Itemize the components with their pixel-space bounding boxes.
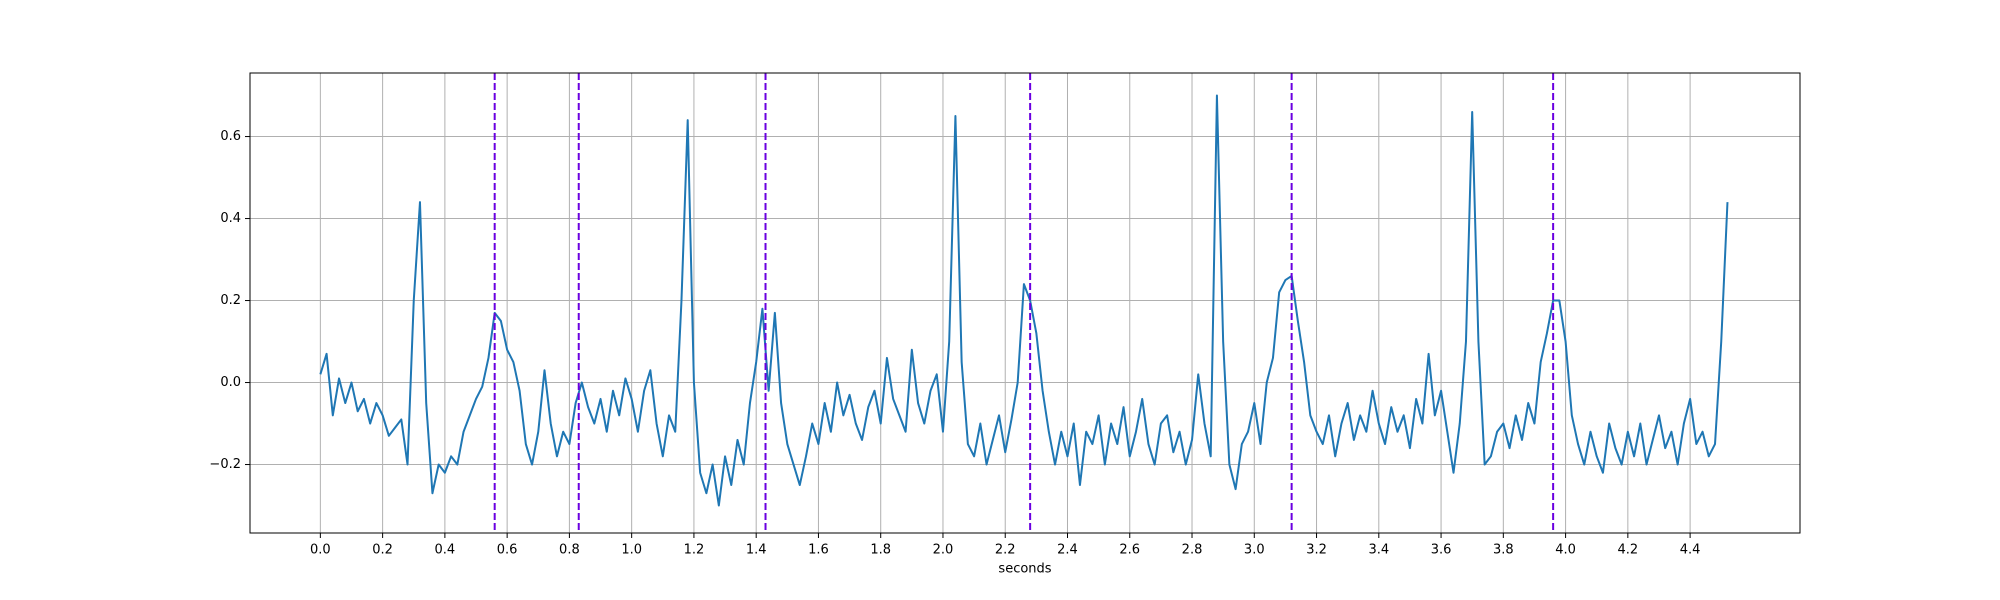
x-tick-label: 2.6: [1119, 543, 1140, 558]
x-tick-label: 3.2: [1306, 543, 1327, 558]
y-tick-label: 0.6: [220, 129, 241, 144]
x-tick-label: 0.2: [372, 543, 393, 558]
x-tick-label: 2.8: [1182, 543, 1203, 558]
x-tick-label: 4.0: [1555, 543, 1576, 558]
y-tick-label: 0.2: [220, 293, 241, 308]
y-tick-label: 0.0: [220, 375, 241, 390]
x-tick-label: 1.2: [684, 543, 705, 558]
x-tick-label: 1.8: [870, 543, 891, 558]
x-tick-label: 3.6: [1431, 543, 1452, 558]
x-tick-label: 1.6: [808, 543, 829, 558]
x-tick-label: 2.2: [995, 543, 1016, 558]
y-tick-label: −0.2: [209, 457, 241, 472]
x-tick-label: 0.4: [435, 543, 456, 558]
y-tick-label: 0.4: [220, 211, 241, 226]
x-tick-label: 3.8: [1493, 543, 1514, 558]
x-tick-label: 2.0: [933, 543, 954, 558]
x-tick-label: 3.4: [1368, 543, 1389, 558]
x-tick-label: 4.2: [1618, 543, 1639, 558]
x-tick-label: 2.4: [1057, 543, 1078, 558]
x-axis-label: seconds: [998, 562, 1051, 577]
x-tick-label: 4.4: [1680, 543, 1701, 558]
signal-line: [319, 94, 1729, 507]
plot-frame: [249, 72, 1801, 534]
x-tick-label: 1.0: [621, 543, 642, 558]
x-tick-label: 0.8: [559, 543, 580, 558]
x-tick-label: 0.0: [310, 543, 331, 558]
x-tick-label: 3.0: [1244, 543, 1265, 558]
x-tick-label: 1.4: [746, 543, 767, 558]
x-tick-label: 0.6: [497, 543, 518, 558]
